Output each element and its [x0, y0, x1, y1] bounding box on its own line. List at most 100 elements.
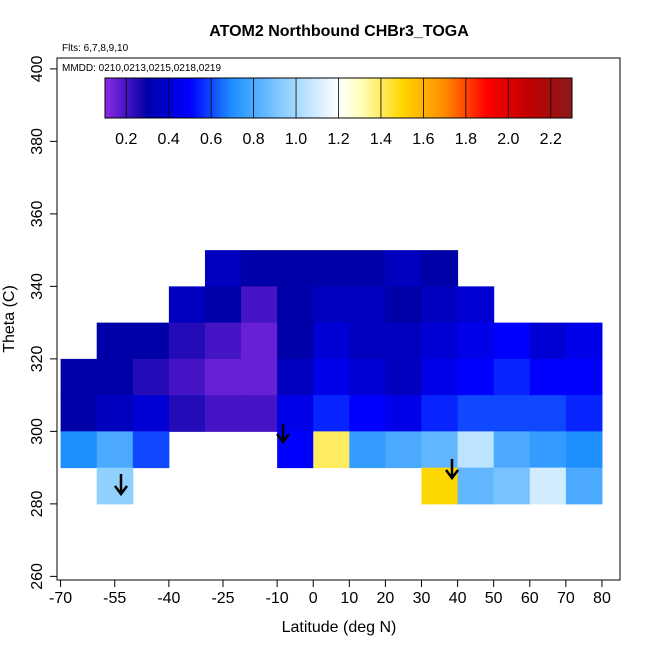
cell [96, 322, 134, 360]
cell [277, 250, 314, 287]
cell [349, 431, 386, 469]
cell [241, 322, 278, 360]
cell [313, 322, 350, 360]
y-tick-label: 300 [29, 418, 46, 445]
cell [349, 358, 386, 396]
colorbar-tick-label: 1.6 [412, 131, 434, 148]
cell [349, 286, 386, 324]
y-tick-label: 280 [29, 490, 46, 517]
x-tick-label: -25 [211, 590, 234, 607]
cell [529, 395, 567, 432]
plot-frame [56, 57, 621, 581]
cell [457, 322, 495, 360]
arrow [114, 474, 128, 497]
colorbar-tick-label: 2.2 [540, 131, 562, 148]
cell [565, 322, 603, 360]
cell [204, 395, 242, 432]
cell [96, 431, 134, 469]
colorbar-tick-label: 1.8 [455, 131, 477, 148]
colorbar-tick-label: 2.0 [497, 131, 519, 148]
x-tick-label: 0 [309, 590, 318, 607]
cell [529, 322, 567, 360]
cell [565, 431, 603, 469]
cell [529, 358, 567, 396]
cell [277, 286, 314, 324]
cell [529, 467, 567, 505]
cell [493, 395, 531, 432]
y-tick-label: 360 [29, 200, 46, 227]
cell [132, 431, 170, 469]
cell [493, 322, 531, 360]
x-tick-label: 20 [377, 590, 395, 607]
cell [493, 431, 531, 469]
cell [132, 322, 170, 360]
x-tick-label: 80 [593, 590, 611, 607]
cell [60, 431, 98, 469]
cell [457, 395, 495, 432]
colorbar-tick-label: 1.4 [370, 131, 392, 148]
cell [421, 322, 459, 360]
cell [349, 395, 386, 432]
cell [132, 395, 170, 432]
cell [565, 358, 603, 396]
cell [313, 286, 350, 324]
cell [385, 431, 423, 469]
colorbar-tick-label: 1.2 [327, 131, 349, 148]
cell [168, 395, 206, 432]
x-tick-label: 10 [340, 590, 358, 607]
chart-title: ATOM2 Northbound CHBr3_TOGA [209, 23, 469, 40]
x-tick-label: -70 [49, 590, 72, 607]
arrow [276, 424, 290, 445]
x-tick-label: -55 [103, 590, 126, 607]
cell [421, 250, 459, 287]
x-axis-label: Latitude (deg N) [282, 619, 397, 636]
cell [204, 250, 242, 287]
cell [385, 395, 423, 432]
cell [313, 358, 350, 396]
x-tick-label: -10 [266, 590, 289, 607]
y-tick-label: 380 [29, 128, 46, 155]
cell [96, 358, 134, 396]
cell [313, 431, 350, 469]
heatmap [60, 250, 603, 505]
cell [241, 250, 278, 287]
cell [241, 286, 278, 324]
y-tick-label: 340 [29, 273, 46, 300]
cell [493, 358, 531, 396]
y-axis-label: Theta (C) [1, 285, 18, 353]
colorbar-tick-label: 0.4 [158, 131, 180, 148]
cell [457, 358, 495, 396]
cell [60, 358, 98, 396]
subtitle: Flts: 6,7,8,9,10 [62, 43, 129, 54]
cell [277, 322, 314, 360]
cell [493, 467, 531, 505]
cell [385, 322, 423, 360]
cell [96, 395, 134, 432]
cell [241, 358, 278, 396]
cell [241, 395, 278, 432]
cell [565, 467, 603, 505]
y-tick-label: 400 [29, 55, 46, 82]
annotation: MMDD: 0210,0213,0215,0218,0219 [62, 63, 221, 74]
x-tick-label: 60 [521, 590, 539, 607]
cell [132, 358, 170, 396]
x-tick-label: 40 [449, 590, 467, 607]
cell [204, 358, 242, 396]
cell [313, 395, 350, 432]
cell [385, 250, 423, 287]
cell [277, 358, 314, 396]
cell [421, 286, 459, 324]
cell [168, 322, 206, 360]
cell [457, 431, 495, 469]
arrow [445, 459, 459, 481]
cell [168, 286, 206, 324]
arrows [114, 424, 459, 497]
cell [349, 322, 386, 360]
cell [349, 250, 386, 287]
colorbar-tick-label: 0.6 [200, 131, 222, 148]
x-tick-label: 70 [557, 590, 575, 607]
x-tick-label: 30 [413, 590, 431, 607]
cell [457, 467, 495, 505]
colorbar-tick-label: 0.8 [242, 131, 264, 148]
cell [168, 358, 206, 396]
